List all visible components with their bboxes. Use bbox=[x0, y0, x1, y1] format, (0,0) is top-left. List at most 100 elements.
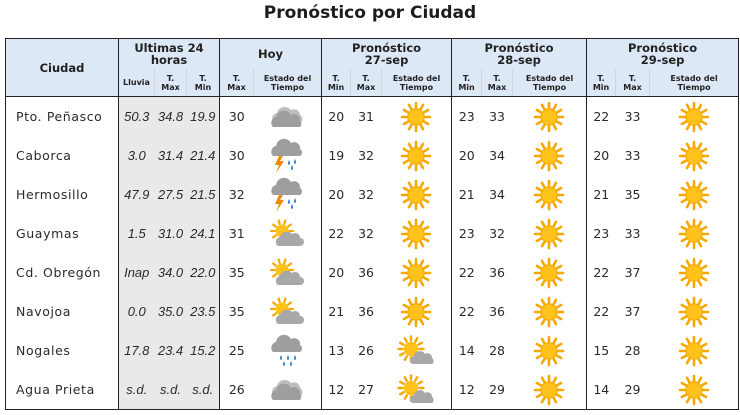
d2-tmin-value: 12 bbox=[451, 370, 482, 410]
d1-estado-cell bbox=[382, 253, 452, 292]
tmin-obs-value: 23.5 bbox=[186, 292, 220, 331]
subheader-lluvia-text: Lluvia bbox=[123, 78, 150, 87]
tmax-obs-value: 31.4 bbox=[154, 136, 187, 175]
subheader-d2-tmax-text: T. bbox=[493, 73, 501, 83]
storm-icon bbox=[268, 138, 306, 174]
d2-tmin-value: 22 bbox=[451, 253, 482, 292]
hoy-tmax-value: 25 bbox=[219, 331, 254, 370]
d3-tmax-value: 33 bbox=[624, 148, 641, 163]
subheader-d2-tmax-text: Max bbox=[487, 82, 507, 92]
tmax-obs-value: 35.0 bbox=[154, 292, 187, 331]
subheader-lluvia: Lluvia bbox=[118, 69, 155, 97]
lluvia-value: 50.3 bbox=[118, 96, 155, 136]
subheader-hoy-estado-text: Tiempo bbox=[270, 82, 305, 92]
lluvia-value: 17.8 bbox=[118, 331, 155, 370]
city-name: Hermosillo bbox=[5, 175, 119, 214]
header-pronostico-2-date: 28-sep bbox=[497, 53, 541, 67]
d3-tmin-value: 23 bbox=[586, 214, 616, 253]
cloudy-icon bbox=[268, 375, 306, 405]
tmax-obs-value: 27.5 bbox=[154, 175, 187, 214]
table-row: Cd. Obregón Inap 34.0 22.0 35 20 36 22 36 22 37 bbox=[5, 253, 740, 292]
hoy-tmax-value: 30 bbox=[219, 96, 254, 136]
header-pronostico-1: Pronóstico 27-sep bbox=[321, 38, 452, 69]
sun-icon bbox=[678, 140, 710, 172]
subheader-d3-tmin-text: Min bbox=[592, 82, 610, 92]
subheader-d3-tmax-text: Max bbox=[623, 82, 642, 92]
d1-tmax-value: 32 bbox=[358, 226, 374, 241]
subheader-d3-estado: Estado del Tiempo bbox=[649, 69, 740, 97]
sun-icon bbox=[533, 140, 565, 172]
subheader-d1-tmax-text: Max bbox=[356, 82, 376, 92]
header-pronostico-3-date: 29-sep bbox=[640, 53, 685, 67]
d1-tmin-value: 13 bbox=[321, 331, 351, 370]
city-name: Cd. Obregón bbox=[5, 253, 119, 292]
d2-tmin-value: 23 bbox=[451, 96, 482, 136]
sun-icon bbox=[400, 140, 432, 172]
sun-icon bbox=[678, 218, 710, 250]
subheader-d1-tmax: T. Max bbox=[350, 69, 382, 97]
hoy-estado-cell bbox=[254, 331, 322, 370]
d3-estado-cell bbox=[649, 136, 740, 175]
d3-tmin-value: 14 bbox=[586, 370, 616, 410]
d2-tmin-value: 21 bbox=[451, 175, 482, 214]
subheader-d3-tmin: T. Min bbox=[586, 69, 616, 97]
sun-icon bbox=[533, 179, 565, 211]
d1-tmin-value: 22 bbox=[321, 214, 351, 253]
sun-icon bbox=[678, 179, 710, 211]
d1-estado-cell bbox=[382, 136, 452, 175]
d2-estado-cell bbox=[513, 292, 587, 331]
d2-estado-cell bbox=[513, 331, 587, 370]
d3-estado-cell bbox=[649, 292, 740, 331]
storm-icon bbox=[268, 177, 306, 213]
d3-tmax-value: 28 bbox=[624, 343, 641, 358]
d3-tmin-value: 22 bbox=[586, 253, 616, 292]
subheader-d2-tmax: T. Max bbox=[481, 69, 513, 97]
sun-icon bbox=[400, 296, 432, 328]
table-row: Agua Prieta s.d. s.d. s.d. 26 12 27 12 29 14 29 bbox=[5, 370, 740, 410]
d2-estado-cell bbox=[513, 253, 587, 292]
hoy-tmax-value: 32 bbox=[219, 175, 254, 214]
d2-tmax-value: 33 bbox=[489, 109, 505, 124]
forecast-table: Ciudad Ultimas 24 horas Hoy Pronóstico 27… bbox=[5, 38, 740, 410]
d2-tmin-value: 20 bbox=[451, 136, 482, 175]
city-name: Navojoa bbox=[5, 292, 119, 331]
table-row: Nogales 17.8 23.4 15.2 25 13 26 14 28 15 28 bbox=[5, 331, 740, 370]
sun-cloud-icon bbox=[397, 373, 435, 406]
d1-estado-cell bbox=[382, 214, 452, 253]
subheader-hoy-estado-text: Estado del bbox=[263, 73, 312, 83]
d2-tmax-value: 36 bbox=[489, 304, 505, 319]
sun-icon bbox=[400, 218, 432, 250]
sun-cloud-icon bbox=[397, 334, 435, 367]
tmin-obs-value: s.d. bbox=[186, 370, 220, 410]
subheader-d1-tmin-text: Min bbox=[327, 82, 345, 92]
d2-tmax-value: 36 bbox=[489, 265, 505, 280]
subheader-hoy-tmax-text: T. bbox=[232, 73, 241, 83]
partly-cloudy-icon bbox=[268, 218, 306, 250]
subheader-d1-estado-text: Estado del bbox=[392, 73, 441, 83]
city-name: Pto. Peñasco bbox=[5, 96, 119, 136]
table-row: Guaymas 1.5 31.0 24.1 31 22 32 23 32 23 33 bbox=[5, 214, 740, 253]
d1-estado-cell bbox=[381, 370, 452, 410]
tmax-obs-value: 31.0 bbox=[154, 214, 187, 253]
header-pronostico-3: Pronóstico 29-sep bbox=[586, 38, 740, 69]
d1-tmin-value: 12 bbox=[321, 370, 351, 410]
tmin-obs-value: 15.2 bbox=[186, 331, 220, 370]
d3-tmax-value: 37 bbox=[624, 304, 641, 319]
subheader-d3-tmin-text: T. bbox=[597, 73, 605, 83]
sun-icon bbox=[678, 296, 710, 328]
subheader-d1-estado: Estado del Tiempo bbox=[381, 69, 452, 97]
subheader-hoy-tmax: T. Max bbox=[219, 69, 254, 97]
city-name: Agua Prieta bbox=[5, 370, 119, 410]
d1-estado-cell bbox=[382, 292, 452, 331]
d2-tmax-value: 32 bbox=[489, 226, 505, 241]
d2-tmax-value: 28 bbox=[489, 343, 505, 358]
sun-icon bbox=[400, 179, 432, 211]
subheader-d2-estado-text: Estado del bbox=[525, 73, 574, 83]
lluvia-value: Inap bbox=[118, 253, 155, 292]
d3-tmax-value: 33 bbox=[624, 226, 641, 241]
subheader-tmin-obs-text: Min bbox=[194, 82, 212, 92]
subheader-hoy-tmax-text: Max bbox=[227, 82, 246, 92]
sun-icon bbox=[533, 257, 565, 289]
d2-tmax-value: 29 bbox=[481, 370, 513, 410]
subheader-d3-tmax: T. Max bbox=[615, 69, 650, 97]
